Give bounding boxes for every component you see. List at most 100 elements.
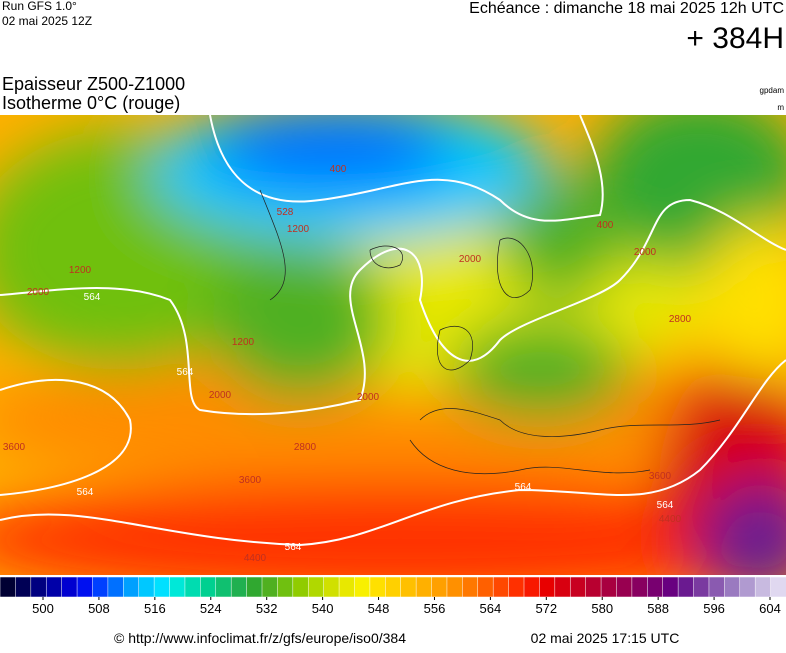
colorbar-cell — [45, 576, 63, 598]
colorbar-label: 604 — [759, 601, 781, 616]
colorbar-cell — [508, 576, 525, 598]
contour-label: 4400 — [244, 553, 267, 564]
colorbar-label: 564 — [480, 601, 502, 616]
colorbar-cell — [647, 576, 664, 598]
model: Run GFS 1.0° — [2, 0, 77, 13]
colorbar-cell — [724, 576, 741, 598]
subtitle: Isotherme 0°C (rouge) — [2, 93, 180, 113]
colorbar-cell — [754, 576, 772, 598]
colorbar-cell — [631, 576, 649, 598]
colorbar-cell — [200, 576, 217, 598]
colorbar-cell — [400, 576, 417, 598]
colorbar-cell — [169, 576, 186, 598]
contour-label: 2800 — [669, 314, 692, 325]
colorbar-cell — [585, 576, 602, 598]
colorbar-cell — [369, 576, 387, 598]
contour-label: 4400 — [659, 514, 682, 525]
run: 02 mai 2025 12Z — [2, 14, 92, 28]
colorbar-cell — [323, 576, 340, 598]
colorbar-cell — [261, 576, 279, 598]
colorbar-cell — [477, 576, 494, 598]
colorbar-cell — [30, 576, 47, 598]
colorbar-cell — [677, 576, 695, 598]
contour-label: 2000 — [459, 254, 482, 265]
colorbar-cell — [354, 576, 371, 598]
colorbar-label: 540 — [312, 601, 334, 616]
colorbar-cell — [462, 576, 479, 598]
colorbar-label: 572 — [535, 601, 557, 616]
colorbar-label: 588 — [647, 601, 669, 616]
colorbar-label: 508 — [88, 601, 110, 616]
colorbar-cell — [662, 576, 679, 598]
colorbar-cell — [415, 576, 433, 598]
contour-label: 3600 — [239, 475, 262, 486]
colorbar-cell — [246, 576, 263, 598]
contour-label: 1200 — [232, 337, 255, 348]
colorbar-cell — [693, 576, 710, 598]
contour-label: 2000 — [209, 390, 232, 401]
colorbar-label: 548 — [368, 601, 390, 616]
colorbar-cell — [770, 576, 786, 598]
colorbar-label: 596 — [703, 601, 725, 616]
colorbar-cell — [600, 576, 618, 598]
colorbar-cell — [739, 576, 756, 598]
contour-label: 564 — [177, 367, 194, 378]
contour-label: 2800 — [294, 442, 317, 453]
unit: m — [777, 103, 784, 112]
contour-label: 400 — [330, 164, 347, 175]
lead-time: + 384H — [686, 22, 784, 55]
contour-label: 564 — [84, 292, 101, 303]
contour-label: 564 — [657, 500, 674, 511]
colorbar-cell — [138, 576, 155, 598]
contour-label: 400 — [597, 220, 614, 231]
colorbar-cell — [539, 576, 556, 598]
colorbar-cell — [277, 576, 294, 598]
unit: gpdam — [760, 86, 785, 95]
contour-label: 564 — [77, 487, 94, 498]
colorbar-cell — [230, 576, 248, 598]
colorbar-cell — [0, 576, 17, 598]
colorbar-cell — [446, 576, 464, 598]
colorbar-label: 500 — [32, 601, 54, 616]
colorbar-label: 556 — [424, 601, 446, 616]
colorbar-cell — [307, 576, 325, 598]
colorbar-cell — [523, 576, 541, 598]
colorbar-cell — [569, 576, 587, 598]
contour-label: 1200 — [69, 265, 92, 276]
colorbar-cell — [92, 576, 109, 598]
source-url: © http://www.infoclimat.fr/z/gfs/europe/… — [114, 630, 406, 646]
contour-label: 2000 — [357, 392, 380, 403]
colorbar-cell — [215, 576, 232, 598]
colorbar-cell — [61, 576, 78, 598]
colorbar-label: 524 — [200, 601, 222, 616]
map: 400 528 1200 2000 400 2000 564 2000 1200 2800 564 2… — [0, 115, 786, 575]
colorbar-cell — [338, 576, 356, 598]
colorbar-cell — [153, 576, 171, 598]
colorbar-cell — [107, 576, 125, 598]
contour-label: 3600 — [649, 471, 672, 482]
colorbar-cell — [292, 576, 309, 598]
title: Epaisseur Z500-Z1000 — [2, 74, 185, 94]
colorbar-label: 580 — [591, 601, 613, 616]
timestamp: 02 mai 2025 17:15 UTC — [531, 630, 680, 646]
colorbar-label: 532 — [256, 601, 278, 616]
colorbar-cell — [385, 576, 402, 598]
contour-label: 2000 — [634, 247, 657, 258]
colorbar-cell — [492, 576, 510, 598]
valid-time: Echéance : dimanche 18 mai 2025 12h UTC — [469, 0, 784, 17]
colorbar-cell — [708, 576, 726, 598]
colorbar-label: 516 — [144, 601, 166, 616]
contour-label: 528 — [277, 207, 294, 218]
colorbar-cell — [76, 576, 94, 598]
colorbar-cell — [123, 576, 140, 598]
contour-label: 3600 — [3, 442, 26, 453]
colorbar-cell — [15, 576, 32, 598]
colorbar-cell — [616, 576, 633, 598]
contour-label: 564 — [515, 482, 532, 493]
contour-label: 1200 — [287, 224, 310, 235]
colorbar-cell — [184, 576, 202, 598]
colorbar-cell — [431, 576, 448, 598]
contour-label: 564 — [285, 542, 302, 553]
colorbar-cell — [554, 576, 571, 598]
